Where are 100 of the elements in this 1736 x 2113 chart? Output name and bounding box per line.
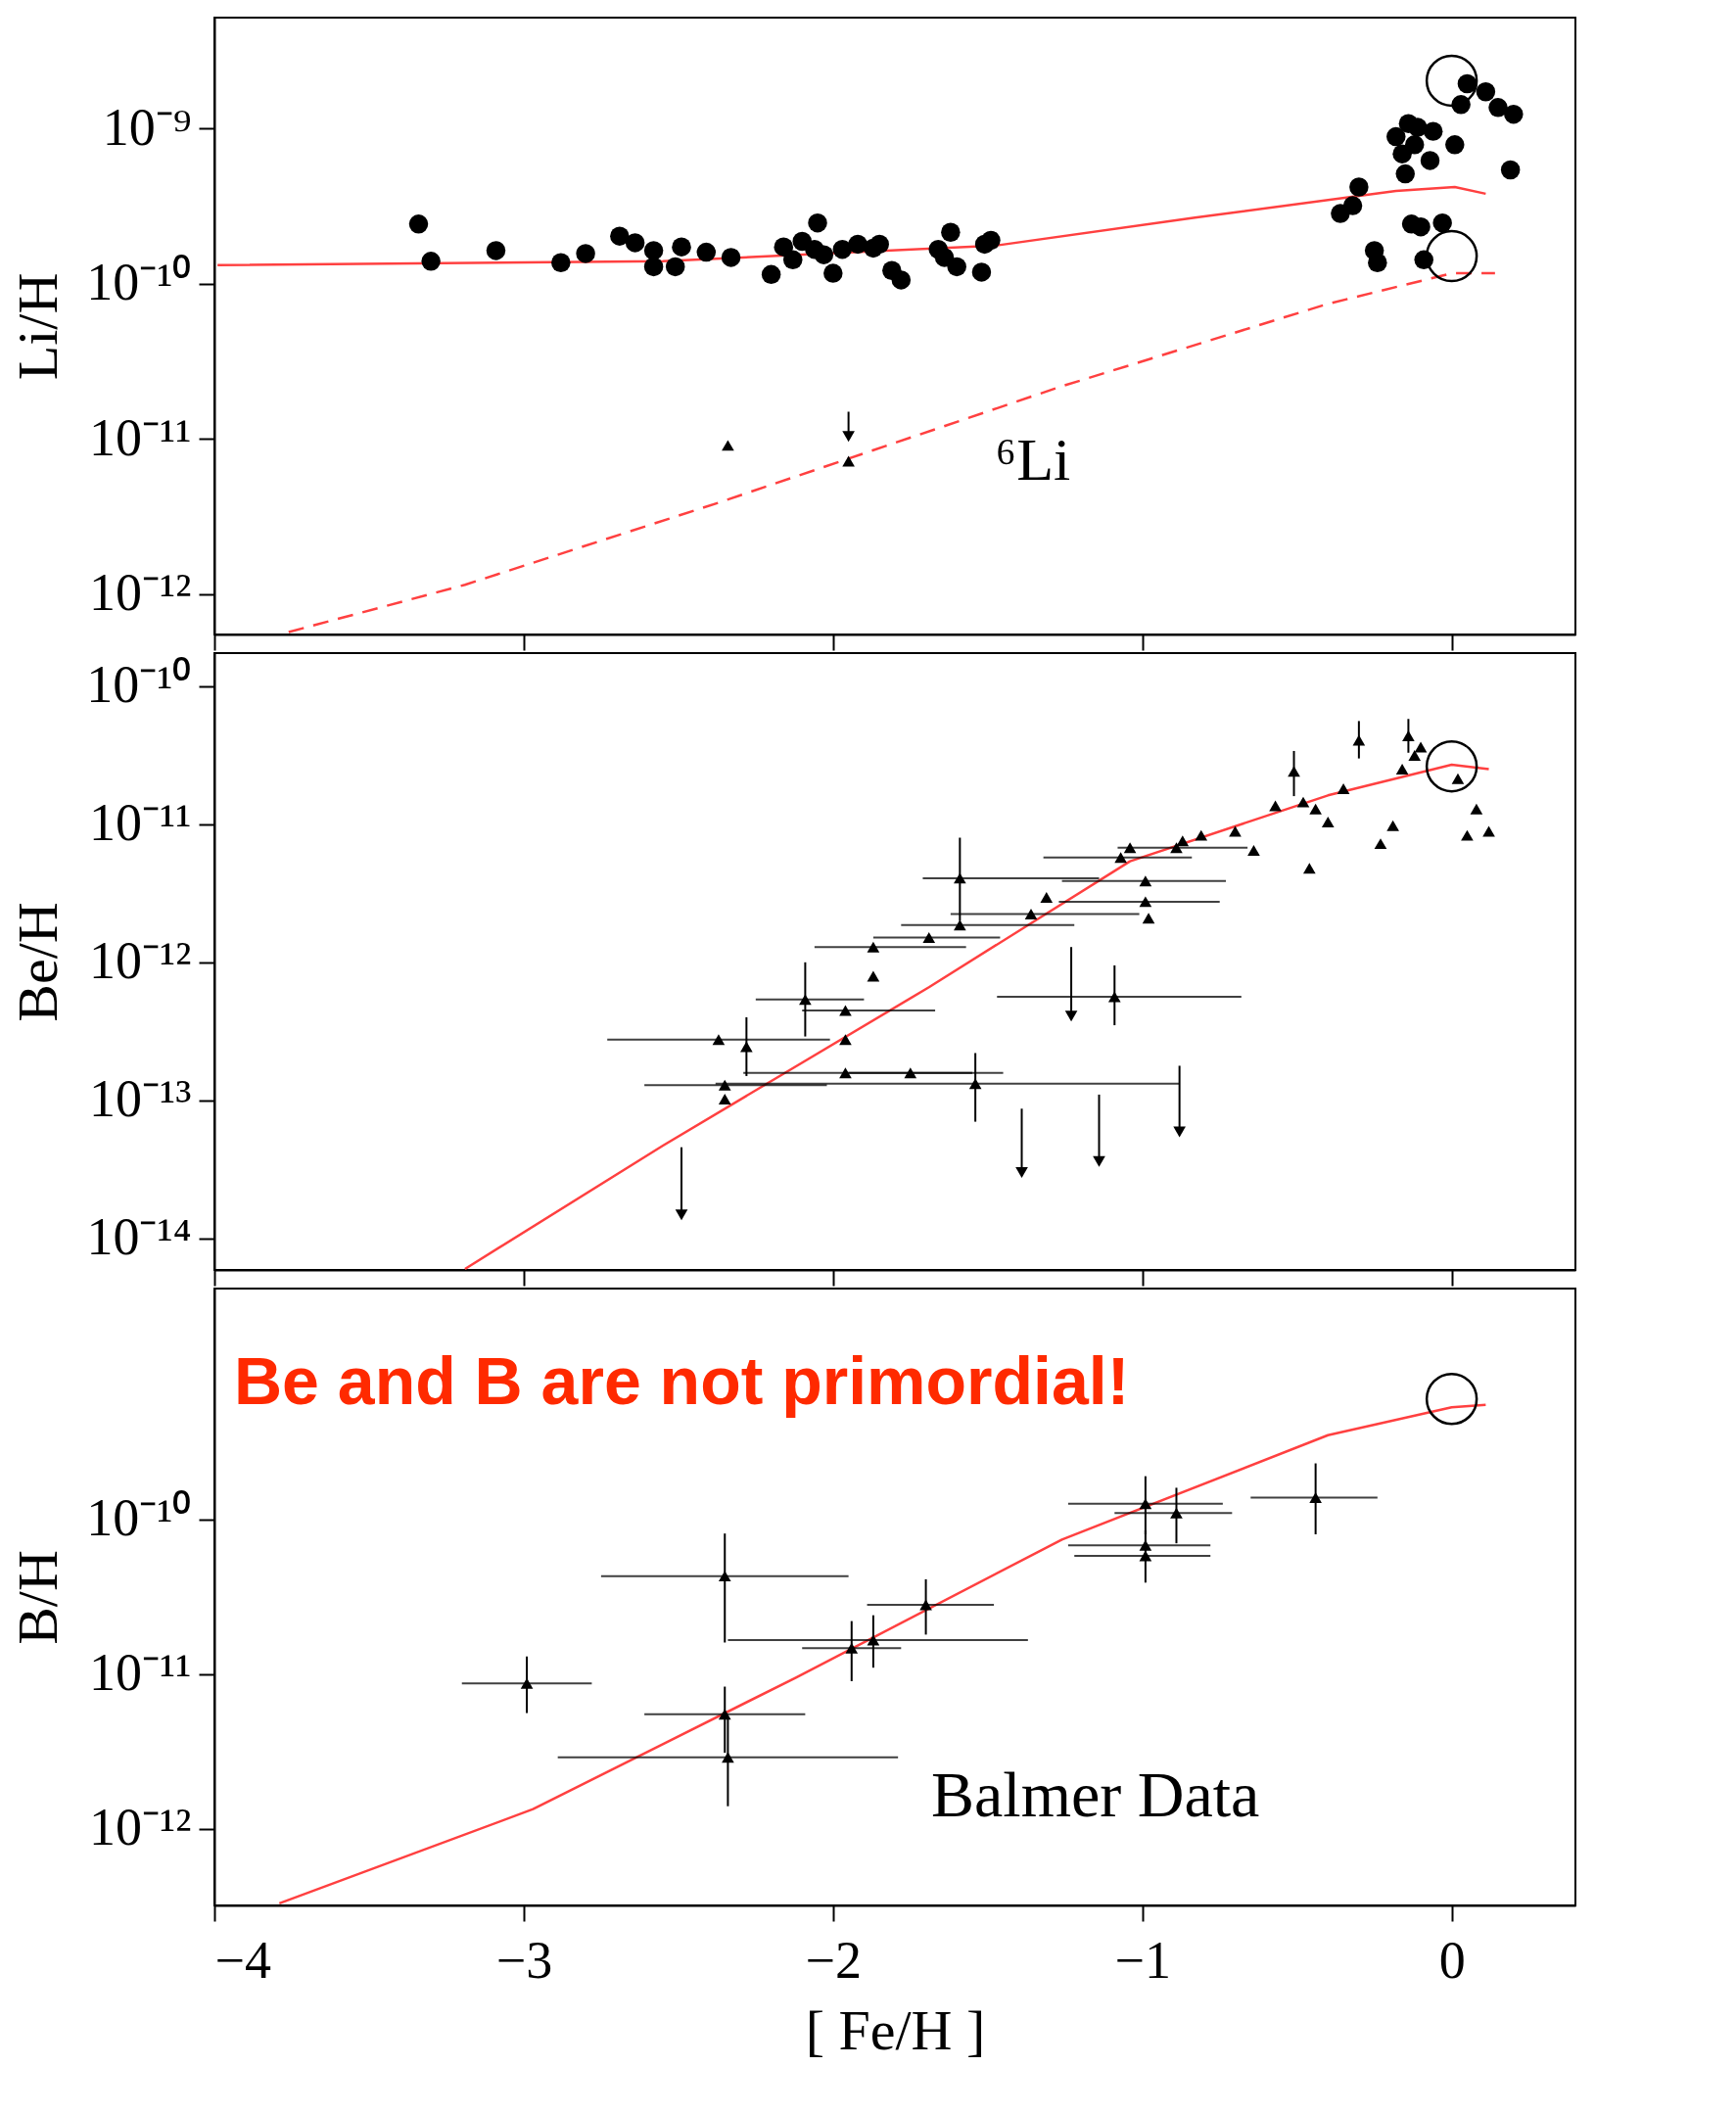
point <box>869 234 889 255</box>
point <box>1342 196 1363 215</box>
y-tick-label: 10⁻¹⁰ <box>86 1488 192 1548</box>
point <box>1420 151 1440 170</box>
point <box>1352 734 1366 746</box>
point <box>1432 212 1452 233</box>
point <box>1488 98 1508 117</box>
point <box>1349 177 1369 197</box>
x-tick-label: −1 <box>1114 1930 1171 1990</box>
point <box>696 242 717 262</box>
point <box>1445 135 1465 155</box>
point <box>954 919 966 931</box>
point <box>1386 820 1399 831</box>
x-axis-title: [ Fe/H ] <box>805 1997 986 2062</box>
x-tick-label: 0 <box>1438 1930 1466 1990</box>
point <box>845 1642 859 1654</box>
y-tick-label: 10⁻¹⁰ <box>86 253 192 312</box>
point <box>1309 1492 1322 1504</box>
point <box>1302 863 1316 874</box>
point <box>1024 908 1038 919</box>
point <box>808 212 827 233</box>
point <box>1015 1166 1028 1178</box>
point <box>520 1677 534 1689</box>
point <box>1461 829 1474 841</box>
point <box>1114 852 1127 864</box>
point <box>1139 1550 1152 1562</box>
point <box>1247 845 1260 857</box>
point <box>1451 773 1465 784</box>
point <box>1195 829 1208 841</box>
y-tick-label: 10⁻¹⁰ <box>86 655 192 715</box>
point <box>981 230 1001 251</box>
point <box>1476 82 1496 102</box>
point <box>842 431 855 443</box>
point <box>968 1078 982 1090</box>
point <box>408 214 429 234</box>
point <box>551 253 571 272</box>
point <box>1288 766 1300 777</box>
point <box>1170 842 1183 854</box>
x-tick-label: −4 <box>214 1930 271 1990</box>
line-series <box>287 271 1497 634</box>
point <box>1404 135 1425 155</box>
point <box>783 250 803 270</box>
point <box>1402 730 1415 742</box>
point <box>1269 800 1282 812</box>
point <box>1337 783 1350 795</box>
point <box>718 1079 731 1091</box>
point <box>1457 73 1478 94</box>
point <box>1504 104 1524 124</box>
point <box>971 262 992 282</box>
y-tick-label: 10⁻⁹ <box>102 97 192 157</box>
point <box>576 244 595 263</box>
point <box>1321 816 1335 827</box>
point <box>839 1034 852 1046</box>
point <box>842 455 855 467</box>
point <box>823 263 843 283</box>
point <box>941 222 961 242</box>
point <box>867 941 880 953</box>
point <box>891 270 912 290</box>
point <box>1093 1155 1105 1167</box>
point <box>718 1709 731 1720</box>
point <box>421 252 441 271</box>
point <box>919 1599 932 1611</box>
point <box>1139 1498 1152 1510</box>
point <box>1229 825 1242 837</box>
point <box>740 1041 753 1053</box>
point <box>774 237 794 257</box>
point <box>1395 164 1415 184</box>
point <box>1408 117 1428 137</box>
point <box>722 1752 734 1763</box>
x-tick-label: −2 <box>805 1930 863 1990</box>
point <box>722 440 734 451</box>
y-tick-label: 10⁻¹¹ <box>89 407 192 467</box>
point <box>761 264 781 285</box>
point <box>867 1634 880 1646</box>
point <box>1470 803 1483 815</box>
point <box>1401 214 1422 234</box>
point <box>904 1067 917 1079</box>
point <box>954 872 966 884</box>
point <box>934 248 955 267</box>
point <box>675 1209 688 1221</box>
point <box>1064 1010 1078 1022</box>
point <box>1139 875 1152 887</box>
y-axis-title: Li/H <box>6 272 70 381</box>
y-tick-label: 10⁻¹¹ <box>89 793 192 853</box>
point <box>718 1094 731 1105</box>
y-tick-label: 10⁻¹² <box>89 931 192 991</box>
point <box>721 248 741 267</box>
point <box>643 257 664 277</box>
point <box>643 241 664 260</box>
y-tick-label: 10⁻¹¹ <box>89 1643 192 1703</box>
point <box>1309 803 1322 815</box>
point <box>867 970 880 982</box>
point <box>486 241 506 260</box>
point <box>1296 796 1310 808</box>
point <box>848 234 868 255</box>
point <box>1173 1126 1186 1138</box>
y-tick-label: 10⁻¹² <box>89 1798 192 1857</box>
point <box>1408 749 1422 761</box>
point <box>1500 160 1521 180</box>
point <box>672 237 691 257</box>
